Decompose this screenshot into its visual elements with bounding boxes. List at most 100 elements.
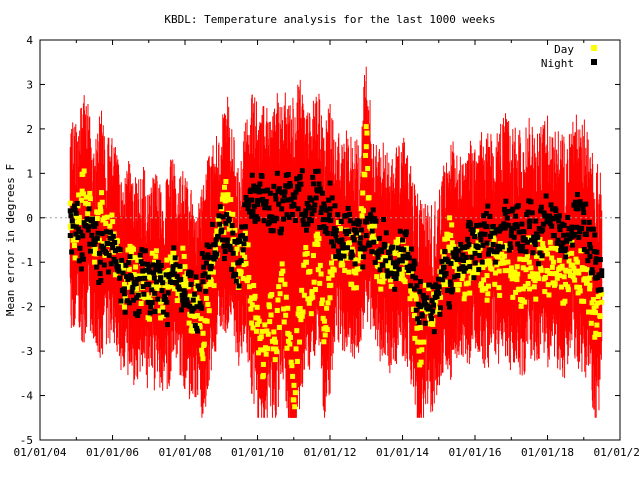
night-point	[228, 247, 234, 253]
day-point	[225, 192, 231, 198]
night-point	[190, 297, 196, 303]
day-point	[295, 311, 301, 317]
day-point	[363, 144, 369, 150]
night-point	[410, 273, 416, 279]
night-point	[517, 245, 523, 251]
day-point	[185, 284, 191, 290]
night-point	[125, 276, 131, 282]
night-point	[485, 203, 491, 209]
night-point	[415, 301, 421, 307]
night-point	[335, 212, 341, 218]
day-point	[176, 289, 182, 295]
night-point	[343, 213, 349, 219]
night-point	[435, 276, 441, 282]
night-point	[426, 282, 432, 288]
day-point	[394, 239, 400, 245]
night-point	[356, 219, 362, 225]
day-point	[522, 283, 528, 289]
day-point	[506, 268, 512, 274]
night-point	[593, 256, 599, 262]
day-point	[335, 220, 341, 226]
night-point	[399, 258, 405, 264]
day-point	[433, 309, 439, 315]
day-point	[200, 330, 206, 336]
night-point	[394, 271, 400, 277]
day-point	[514, 264, 520, 270]
night-point	[171, 271, 177, 277]
day-point	[327, 269, 333, 275]
day-point	[482, 262, 488, 268]
night-point	[469, 254, 475, 260]
day-point	[291, 382, 297, 388]
night-point	[170, 264, 176, 270]
night-point	[284, 212, 290, 218]
night-point	[373, 218, 379, 224]
night-point	[528, 199, 534, 205]
night-point	[237, 238, 243, 244]
night-point	[141, 291, 147, 297]
day-point	[282, 281, 288, 287]
night-point	[340, 242, 346, 248]
night-point	[265, 187, 271, 193]
day-point	[206, 270, 212, 276]
night-point	[501, 206, 507, 212]
night-point	[353, 227, 359, 233]
day-point	[339, 259, 345, 265]
night-point	[368, 214, 374, 220]
night-point	[89, 232, 95, 238]
night-point	[137, 252, 143, 258]
day-point	[279, 261, 285, 267]
day-point	[540, 241, 546, 247]
day-point	[571, 265, 577, 271]
night-point	[331, 243, 337, 249]
night-point	[515, 203, 521, 209]
day-point	[479, 287, 485, 293]
day-point	[87, 190, 93, 196]
day-point	[274, 307, 280, 313]
night-point	[353, 230, 359, 236]
night-point	[214, 251, 220, 257]
day-point	[289, 363, 295, 369]
day-point	[449, 240, 455, 246]
day-point	[585, 267, 591, 273]
night-point	[210, 242, 216, 248]
night-point	[248, 187, 254, 193]
day-point	[324, 305, 330, 311]
day-point	[268, 312, 274, 318]
day-point	[194, 295, 200, 301]
night-point	[403, 232, 409, 238]
night-point	[174, 279, 180, 285]
day-point	[438, 294, 444, 300]
day-point	[292, 390, 298, 396]
day-point	[201, 341, 207, 347]
y-tick-label: 4	[26, 34, 33, 47]
x-tick-label: 01/01/18	[521, 446, 574, 459]
day-point	[148, 275, 154, 281]
night-point	[422, 298, 428, 304]
day-point	[280, 268, 286, 274]
day-point	[481, 277, 487, 283]
night-point	[230, 230, 236, 236]
day-point	[587, 286, 593, 292]
day-point	[489, 266, 495, 272]
night-point	[256, 184, 262, 190]
legend-day-label: Day	[554, 43, 574, 56]
day-point	[247, 284, 253, 290]
day-point	[118, 261, 124, 267]
day-point	[418, 359, 424, 365]
day-point	[547, 239, 553, 245]
day-point	[558, 284, 564, 290]
day-point	[469, 248, 475, 254]
night-point	[511, 234, 517, 240]
day-point	[447, 215, 453, 221]
day-point	[319, 297, 325, 303]
night-point	[401, 247, 407, 253]
day-point	[410, 293, 416, 299]
night-point	[299, 211, 305, 217]
night-point	[317, 224, 323, 230]
day-point	[395, 236, 401, 242]
day-point	[301, 262, 307, 268]
y-tick-label: -4	[20, 390, 34, 403]
day-point	[294, 328, 300, 334]
night-point	[431, 329, 437, 335]
